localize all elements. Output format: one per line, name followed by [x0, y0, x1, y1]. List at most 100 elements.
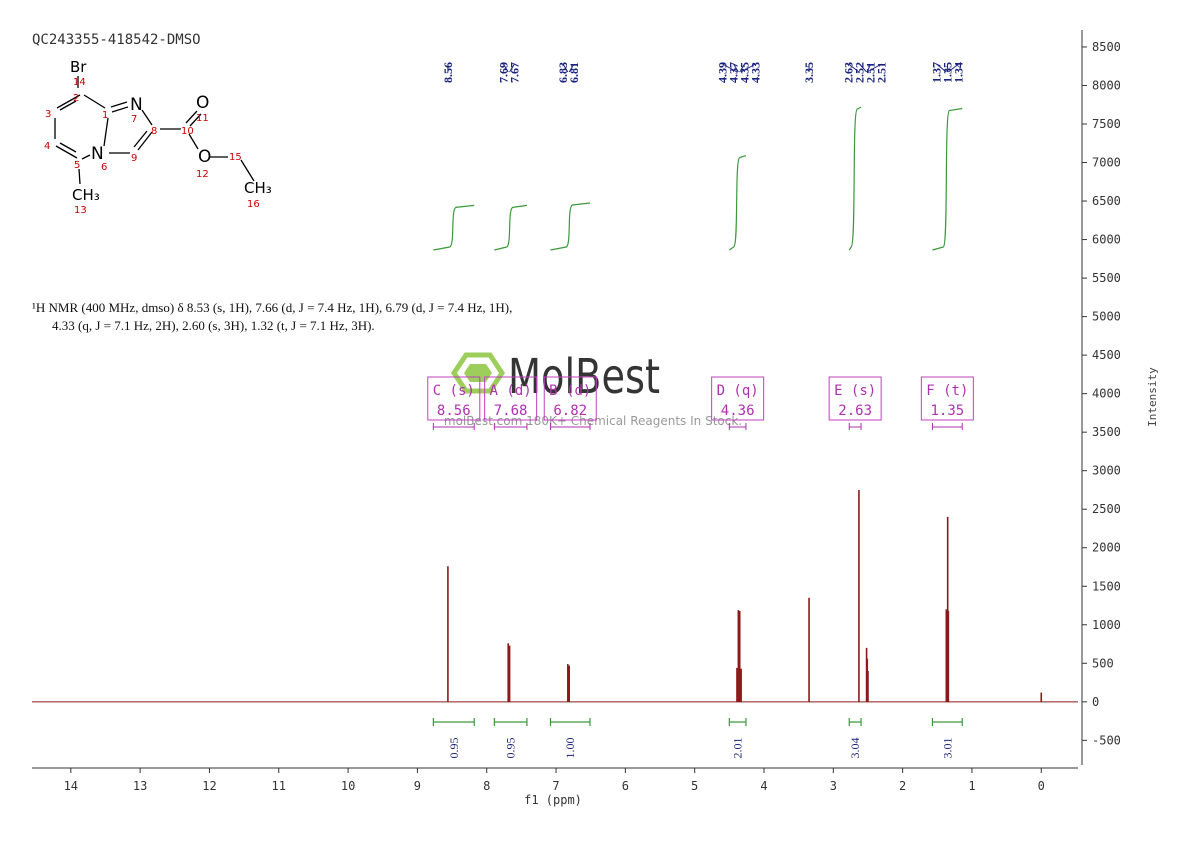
y-tick-label: 4500 — [1092, 348, 1121, 362]
peak-pick-leader — [866, 63, 871, 73]
peak-pick-leader — [936, 63, 947, 73]
multiplet-box — [828, 376, 882, 421]
atom-label: 13 — [74, 205, 87, 216]
integral-curve — [494, 204, 528, 251]
nmr-text: 4.33 (q, J = 7.1 Hz, 2H), 2.60 (s, 3H), … — [52, 318, 375, 333]
multiplet-shift: 7.68 — [494, 403, 528, 419]
y-tick-label: 500 — [1092, 656, 1114, 670]
chart: 14 13 12 11 10 9 8 7 6 5 4 3 2 1 0f1 (ppm)-50005001000… — [32, 30, 1159, 807]
structure — [54, 76, 255, 185]
y-tick-label: 1500 — [1092, 579, 1121, 593]
atom-label: 16 — [247, 199, 260, 210]
peak-pick-leader — [859, 63, 867, 73]
integral-bar — [549, 718, 591, 726]
atom-label: N — [130, 95, 143, 115]
atom-label: N — [91, 144, 104, 164]
peak-pick-leader — [867, 63, 882, 73]
atom-label: CH₃ — [244, 179, 272, 197]
multiplet-box — [711, 376, 765, 421]
integral-curve — [848, 106, 862, 251]
atom-label: 10 — [181, 126, 194, 137]
multiplet-name: D (q) — [717, 383, 759, 399]
peak-pick-leader — [948, 63, 959, 73]
multiplet-box — [427, 376, 481, 421]
peak-pick-label: 8.56 — [441, 62, 455, 83]
y-tick-label: 0 — [1092, 695, 1099, 709]
atom-label: 1 — [102, 110, 108, 121]
multiplet-range — [432, 423, 475, 430]
y-tick-label: 8500 — [1092, 40, 1121, 54]
atom-label: 15 — [229, 152, 242, 163]
atom-label: 11 — [196, 113, 209, 124]
sample-id: QC243355-418542-DMSO — [32, 32, 201, 48]
multiplet-shift: 1.35 — [930, 403, 964, 419]
y-tick-label: 4000 — [1092, 387, 1121, 401]
logo-icon — [450, 352, 506, 394]
peak-pick-leader — [502, 63, 509, 73]
integral-bar — [493, 718, 528, 726]
x-tick-label: 9 — [414, 779, 421, 793]
atom-label: 14 — [73, 77, 86, 88]
peak-pick-label: 1.37 — [929, 62, 943, 83]
integral-curve — [728, 154, 747, 251]
atom-label: 4 — [44, 141, 50, 152]
peak-pick-label: 2.51 — [864, 62, 878, 83]
x-tick-label: 8 — [483, 779, 490, 793]
integral-label: 2.01 — [731, 738, 745, 759]
atom-label: 9 — [131, 153, 137, 164]
bonds — [54, 76, 255, 185]
multiplet-range — [549, 423, 591, 430]
y-tick-label: 2000 — [1092, 541, 1121, 555]
x-tick-label: 11 — [272, 779, 286, 793]
peak-pick-label: 7.67 — [507, 62, 521, 83]
integral-label: 3.01 — [940, 738, 954, 759]
integral-label: 0.95 — [504, 738, 518, 759]
multiplet-name: C (s) — [433, 383, 475, 399]
atom-label: 3 — [45, 109, 51, 120]
integral-curve — [433, 204, 475, 251]
atom-label: 8 — [151, 126, 157, 137]
peak-pick-leader — [739, 63, 745, 73]
peak-pick-label: 2.51 — [875, 62, 889, 83]
integral-curve — [932, 107, 963, 251]
integral-label: 3.04 — [848, 738, 862, 759]
peak-pick-label: 4.37 — [727, 62, 741, 83]
multiplet-range — [728, 423, 747, 430]
integral-label: 0.95 — [447, 738, 461, 759]
peak-pick-leader — [740, 63, 756, 73]
x-tick-label: 5 — [691, 779, 698, 793]
atom-label: 5 — [74, 160, 80, 171]
x-tick-label: 14 — [64, 779, 78, 793]
x-tick-label: 13 — [133, 779, 147, 793]
atom-label: Br — [70, 58, 87, 76]
multiplet-shift: 8.56 — [437, 403, 471, 419]
x-tick-label: 6 — [622, 779, 629, 793]
y-tick-label: 7000 — [1092, 156, 1121, 170]
peak-pick-leader — [562, 63, 569, 73]
multiplet-box — [484, 376, 538, 421]
multiplet-shift: 2.63 — [838, 403, 872, 419]
peak-pick-label: 6.83 — [556, 62, 570, 83]
x-tick-label: 0 — [1038, 779, 1045, 793]
integral-bar — [848, 718, 862, 726]
peak-pick-label: 3.35 — [802, 62, 816, 83]
peak-pick-leader — [509, 63, 515, 73]
watermark-tagline: molBest.com 180K+ Chemical Reagents In S… — [444, 414, 742, 428]
atom-label: CH₃ — [72, 186, 100, 204]
multiplet-range — [848, 423, 862, 430]
x-tick-label: 4 — [760, 779, 767, 793]
atom-label: 7 — [131, 114, 137, 125]
peak-pick-label: 4.39 — [716, 62, 730, 83]
multiplet-name: F (t) — [926, 383, 968, 399]
peak-pick-label: 4.35 — [738, 62, 752, 83]
y-tick-label: 6000 — [1092, 233, 1121, 247]
x-tick-label: 2 — [899, 779, 906, 793]
atom-label: 2 — [73, 93, 79, 104]
x-tick-label: 1 — [968, 779, 975, 793]
y-tick-label: -500 — [1092, 733, 1121, 747]
peak-pick-label: 2.63 — [842, 62, 856, 83]
peak-pick-label: 2.52 — [853, 62, 867, 83]
y-tick-label: 8000 — [1092, 78, 1121, 92]
y-tick-label: 2500 — [1092, 502, 1121, 516]
